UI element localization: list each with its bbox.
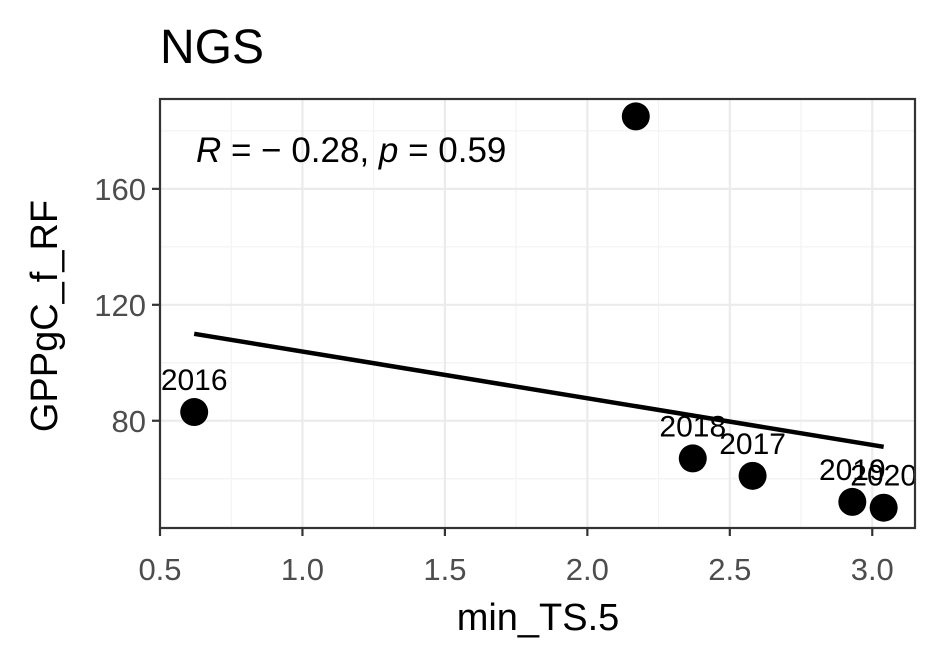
chart-title: NGS — [160, 21, 264, 74]
data-point — [869, 493, 898, 522]
y-tick-label: 80 — [112, 404, 146, 439]
panel-background — [160, 99, 915, 528]
point-label: 2020 — [850, 460, 917, 493]
x-tick-label: 1.5 — [423, 552, 466, 587]
point-label: 2019 — [819, 454, 886, 487]
regression-line — [193, 331, 885, 450]
x-tick-label: 2.0 — [566, 552, 609, 587]
data-point — [838, 487, 867, 516]
point-label: 2017 — [719, 428, 786, 461]
point-label: 2016 — [161, 364, 228, 397]
point-label: 2018 — [659, 410, 726, 443]
x-tick-label: 2.5 — [708, 552, 751, 587]
y-tick-label: 120 — [94, 288, 146, 323]
y-tick-label: 160 — [94, 172, 146, 207]
y-axis-title: GPPgC_f_RF — [24, 200, 66, 432]
x-tick-label: 1.0 — [281, 552, 324, 587]
data-point — [180, 398, 209, 427]
panel-border — [158, 97, 917, 530]
correlation-annotation: R = − 0.28, p = 0.59 — [196, 131, 506, 170]
data-point — [678, 444, 707, 473]
x-axis-title: min_TS.5 — [457, 597, 620, 639]
data-point — [738, 461, 767, 490]
x-tick-label: 0.5 — [138, 552, 181, 587]
data-point — [621, 102, 650, 131]
x-tick-label: 3.0 — [851, 552, 894, 587]
